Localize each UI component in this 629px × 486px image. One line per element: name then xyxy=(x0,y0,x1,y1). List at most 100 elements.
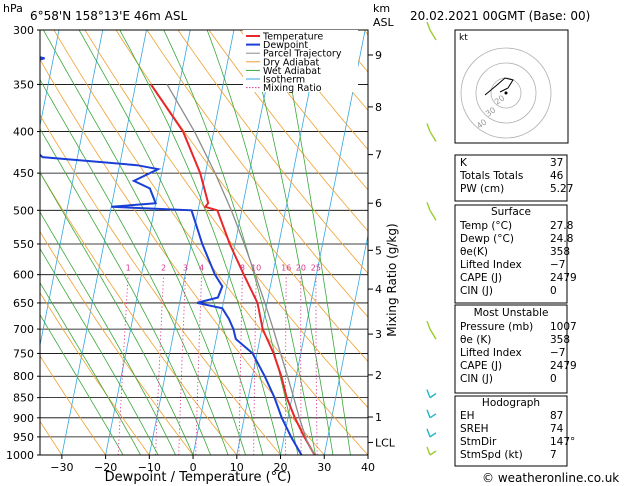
pressure-tick-label: 800 xyxy=(13,370,34,383)
dry-adiabat-line xyxy=(177,30,368,275)
wet-adiabat-line xyxy=(40,78,229,455)
wind-barb xyxy=(429,131,437,142)
mixing-ratio-label: 1 xyxy=(126,264,131,273)
mixing-ratio-label: 2 xyxy=(161,264,166,273)
hodograph-table-value: 87 xyxy=(550,410,563,422)
temperature-tick-label: 0 xyxy=(190,461,197,474)
legend-label: Isotherm xyxy=(263,75,305,86)
hodograph-table-title: Hodograph xyxy=(482,397,540,409)
isotherm-line xyxy=(236,30,322,455)
isotherm-line xyxy=(105,30,191,455)
surface-value: 24.8 xyxy=(550,233,573,245)
isotherm-line xyxy=(148,30,235,455)
dry-adiabat-line xyxy=(40,171,238,455)
wind-barb-flag xyxy=(426,320,431,330)
mixing-ratio-label: 20 xyxy=(296,264,306,273)
pressure-tick-label: 600 xyxy=(13,269,34,282)
surface-label: Temp (°C) xyxy=(459,220,512,232)
wind-barb xyxy=(429,393,437,399)
wind-barb xyxy=(429,29,437,41)
most-unstable-label: Lifted Index xyxy=(460,347,522,359)
hodograph-ring xyxy=(475,62,537,124)
most-unstable-label: CAPE (J) xyxy=(460,360,502,372)
x-axis-title: Dewpoint / Temperature (°C) xyxy=(105,470,292,485)
dry-adiabat-line xyxy=(40,355,106,455)
legend-background xyxy=(243,30,358,92)
mixing-ratio-label: 16 xyxy=(281,264,291,273)
sounding-series xyxy=(40,56,316,455)
most-unstable-label: Pressure (mb) xyxy=(460,321,533,333)
isotherm-line xyxy=(192,30,279,455)
hodograph-center xyxy=(504,91,508,95)
wind-barb-flag xyxy=(426,446,431,456)
pressure-axis: 300 350 400 450 500 550 600 650 700 750 800 850 900 9… xyxy=(6,24,40,462)
location-label: 6°58'N 158°13'E 46m ASL xyxy=(30,9,187,23)
temperature-tick-label: 40 xyxy=(361,461,375,474)
temperature-tick-label: 10 xyxy=(230,461,244,474)
wet-adiabat-line xyxy=(40,247,159,455)
legend-label: Mixing Ratio xyxy=(263,83,322,94)
surface-value: 27.8 xyxy=(550,220,573,232)
hodograph-table-label: EH xyxy=(460,410,475,422)
hodograph-table-label: StmSpd (kt) xyxy=(460,449,523,461)
isobar-lines xyxy=(40,30,368,455)
wet-adiabat-line xyxy=(40,281,141,455)
wind-barb xyxy=(429,328,437,340)
isotherm-line xyxy=(40,30,104,348)
dry-adiabat-line xyxy=(146,30,368,318)
km-tick-label: 7 xyxy=(375,149,382,162)
isotherm-lines xyxy=(40,30,368,455)
datetime-label: 20.02.2021 00GMT (Base: 00) xyxy=(410,9,590,23)
wind-barb xyxy=(429,413,437,419)
wet-adiabat-line xyxy=(163,30,299,455)
series-temperature xyxy=(150,83,316,455)
legend-label: Parcel Trajectory xyxy=(263,49,342,60)
index-value: 46 xyxy=(550,170,564,182)
wet-adiabat-line xyxy=(40,171,194,455)
most-unstable-value: 1007 xyxy=(550,321,577,333)
dry-adiabat-line xyxy=(40,230,194,455)
wet-adiabat-line xyxy=(245,30,334,455)
hodograph-units-label: kt xyxy=(459,33,468,43)
isotherm-line xyxy=(61,30,147,455)
pressure-tick-label: 1000 xyxy=(6,449,34,462)
pressure-tick-label: 300 xyxy=(13,24,34,37)
hodograph-table-label: SREH xyxy=(460,423,489,435)
series-parcel-trajectory xyxy=(166,84,316,455)
legend-label: Wet Adiabat xyxy=(263,66,321,77)
index-label: Totals Totals xyxy=(459,170,523,182)
pressure-tick-label: 350 xyxy=(13,78,34,91)
dry-adiabat-line xyxy=(53,30,368,455)
copyright-label: © weatheronline.co.uk xyxy=(482,471,619,485)
wind-barb-flag xyxy=(426,389,431,398)
most-unstable-title: Most Unstable xyxy=(474,307,549,319)
wind-barb-flag xyxy=(426,409,431,419)
isotherm-line xyxy=(367,452,368,455)
surface-title: Surface xyxy=(491,206,531,218)
pressure-tick-label: 550 xyxy=(13,238,34,251)
hodograph-table-label: StmDir xyxy=(460,436,497,448)
hodograph-frame xyxy=(454,29,569,144)
temperature-tick-label: 20 xyxy=(274,461,288,474)
hodograph-ring xyxy=(460,47,552,139)
pressure-tick-label: 700 xyxy=(13,323,34,336)
surface-box xyxy=(454,204,568,304)
surface-value: 358 xyxy=(550,246,570,258)
most-unstable-box xyxy=(454,304,568,394)
dry-adiabat-line xyxy=(270,30,368,151)
temperature-tick-label: 30 xyxy=(317,461,331,474)
surface-label: Lifted Index xyxy=(460,259,522,271)
legend-label: Temperature xyxy=(262,32,323,43)
most-unstable-label: CIN (J) xyxy=(460,373,493,385)
dry-adiabat-line xyxy=(84,30,368,409)
dry-adiabat-line xyxy=(208,30,368,232)
most-unstable-value: 0 xyxy=(550,373,557,385)
wet-adiabat-line xyxy=(280,30,351,455)
wind-barbs xyxy=(426,21,437,456)
surface-value: −7 xyxy=(550,259,565,271)
wet-adiabat-line xyxy=(206,30,316,455)
wet-adiabat-lines xyxy=(40,30,351,455)
temperature-tick-label: −20 xyxy=(94,461,117,474)
temperature-axis: −30 −20 −10 0 10 20 30 40 xyxy=(50,455,375,474)
